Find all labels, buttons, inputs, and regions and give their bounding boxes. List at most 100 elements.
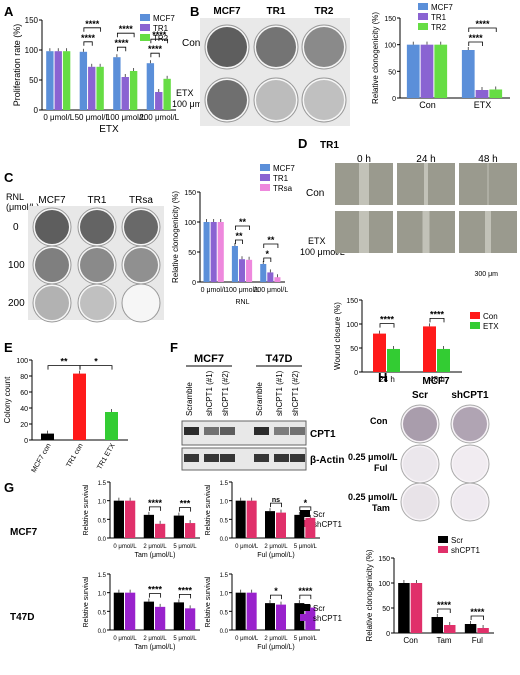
bar <box>88 66 96 110</box>
d-wound-image <box>459 211 517 253</box>
legend-label: TRsa <box>273 184 293 193</box>
x-axis-label: Ful (μmol/L) <box>257 644 294 651</box>
bar <box>155 523 166 538</box>
y-tick-label: 0.5 <box>220 518 229 524</box>
f-group-mcf7: MCF7 <box>194 353 224 365</box>
y-tick-label: 1.0 <box>98 500 107 506</box>
dish-rim <box>253 77 299 123</box>
y-tick-label: 20 <box>20 422 28 429</box>
sig-label: ** <box>267 235 275 245</box>
d-scale-bar-label: 300 μm <box>475 271 499 278</box>
bar <box>217 222 224 282</box>
cpt1-band <box>274 427 289 435</box>
bar <box>434 44 448 98</box>
bar <box>423 326 436 372</box>
d-wound-image <box>335 211 393 253</box>
sig-label: **** <box>148 498 163 508</box>
sig-bracket <box>79 365 113 370</box>
f-actin-blot <box>181 447 307 471</box>
dish-stain <box>453 447 487 481</box>
sig-bracket <box>299 594 312 600</box>
b-col-tr2: TR2 <box>315 6 334 17</box>
d-wound-image <box>459 163 517 205</box>
x-axis-label: ETX <box>99 124 119 135</box>
bar <box>437 348 450 372</box>
legend-label: shCPT1 <box>451 546 480 555</box>
panel-f-blot: MCF7 T47D Scramble shCPT1 (#1) shCPT1 (#2)… <box>181 353 344 471</box>
y-tick-label: 0.0 <box>220 537 229 543</box>
h-dish <box>400 444 440 484</box>
dish-stain <box>35 248 69 282</box>
panel-label-a: A <box>4 4 14 19</box>
cpt1-band <box>290 427 305 435</box>
bar <box>265 603 275 630</box>
c-col-trsa: TRsa <box>129 195 153 206</box>
x-tick-label: TR1 con <box>65 442 84 469</box>
c-row-0: 0 <box>13 222 19 233</box>
y-tick-label: 1.0 <box>220 592 229 598</box>
sig-label: * <box>304 498 308 508</box>
sig-label: **** <box>430 309 445 319</box>
x-tick-label: Con <box>403 636 418 645</box>
b-col-mcf7: MCF7 <box>213 6 241 17</box>
chart-d: 0 50 100 150 Wound closure (%) 24 h 48 h ConETX… <box>333 298 499 384</box>
x-axis-label: Tam (μmol/L) <box>135 644 176 651</box>
legend-label: shCPT1 <box>313 520 342 529</box>
sig-bracket <box>299 506 312 511</box>
b-row-etx: ETX 100 μmol/L <box>172 88 217 109</box>
f-lane-labels: Scramble shCPT1 (#1) shCPT1 (#2) Scramble sh… <box>185 370 300 416</box>
h-dish <box>450 482 490 522</box>
bar <box>235 500 246 538</box>
bar <box>185 608 196 630</box>
chart-h: 0 50 100 150 Relative clonogenicity (%) Con Ta… <box>365 536 494 645</box>
bar <box>260 264 267 282</box>
y-axis-label: Relative survival <box>83 576 90 627</box>
b-row-con: Con <box>182 38 200 49</box>
c-dish <box>77 245 117 285</box>
y-tick-label: 100 <box>184 220 196 227</box>
legend-swatch <box>418 13 428 20</box>
bar <box>294 514 305 538</box>
y-tick-label: 0.0 <box>220 629 229 635</box>
y-tick-label: 0 <box>354 370 358 377</box>
bar <box>246 259 253 282</box>
bar <box>96 66 104 110</box>
sig-label: ** <box>235 231 243 241</box>
chart-b: 0 50 100 150 Relative clonogenicity (%) Con ET… <box>371 3 510 110</box>
x-tick-label: 0 μmol/L <box>113 636 137 642</box>
bar <box>294 603 305 630</box>
c-dish <box>32 245 72 285</box>
sig-label: * <box>266 249 270 259</box>
y-axis-label: Relative clonogenicity (%) <box>365 549 374 641</box>
c-dish <box>121 245 161 285</box>
bar <box>373 333 386 372</box>
g-row-t47d: T47D <box>10 612 34 623</box>
sig-label: **** <box>85 19 100 29</box>
bar <box>143 514 154 538</box>
y-tick-label: 150 <box>378 556 390 563</box>
legend-swatch <box>260 174 270 181</box>
sig-bracket <box>429 318 445 323</box>
f-group-t47d: T47D <box>266 353 293 365</box>
y-tick-label: 100 <box>25 46 39 55</box>
panel-label-g: G <box>4 480 14 495</box>
wound-gap <box>424 163 428 205</box>
bar <box>129 71 138 110</box>
y-tick-label: 1.0 <box>98 592 107 598</box>
d-time-48: 48 h <box>478 154 497 165</box>
cpt1-band <box>254 427 269 435</box>
bar <box>105 412 118 440</box>
bar <box>73 373 86 440</box>
y-tick-label: 0 <box>392 96 396 103</box>
panel-label-c: C <box>4 170 14 185</box>
sig-bracket <box>148 506 162 511</box>
y-axis-label: Relative clonogenicity (%) <box>371 12 380 104</box>
x-tick-label: ETX <box>474 100 492 110</box>
sig-bracket <box>235 239 243 244</box>
dish-rim <box>301 77 347 123</box>
sig-label: **** <box>148 585 163 595</box>
h-dish <box>400 482 440 522</box>
legend-swatch <box>140 24 150 31</box>
h-dish <box>450 444 490 484</box>
